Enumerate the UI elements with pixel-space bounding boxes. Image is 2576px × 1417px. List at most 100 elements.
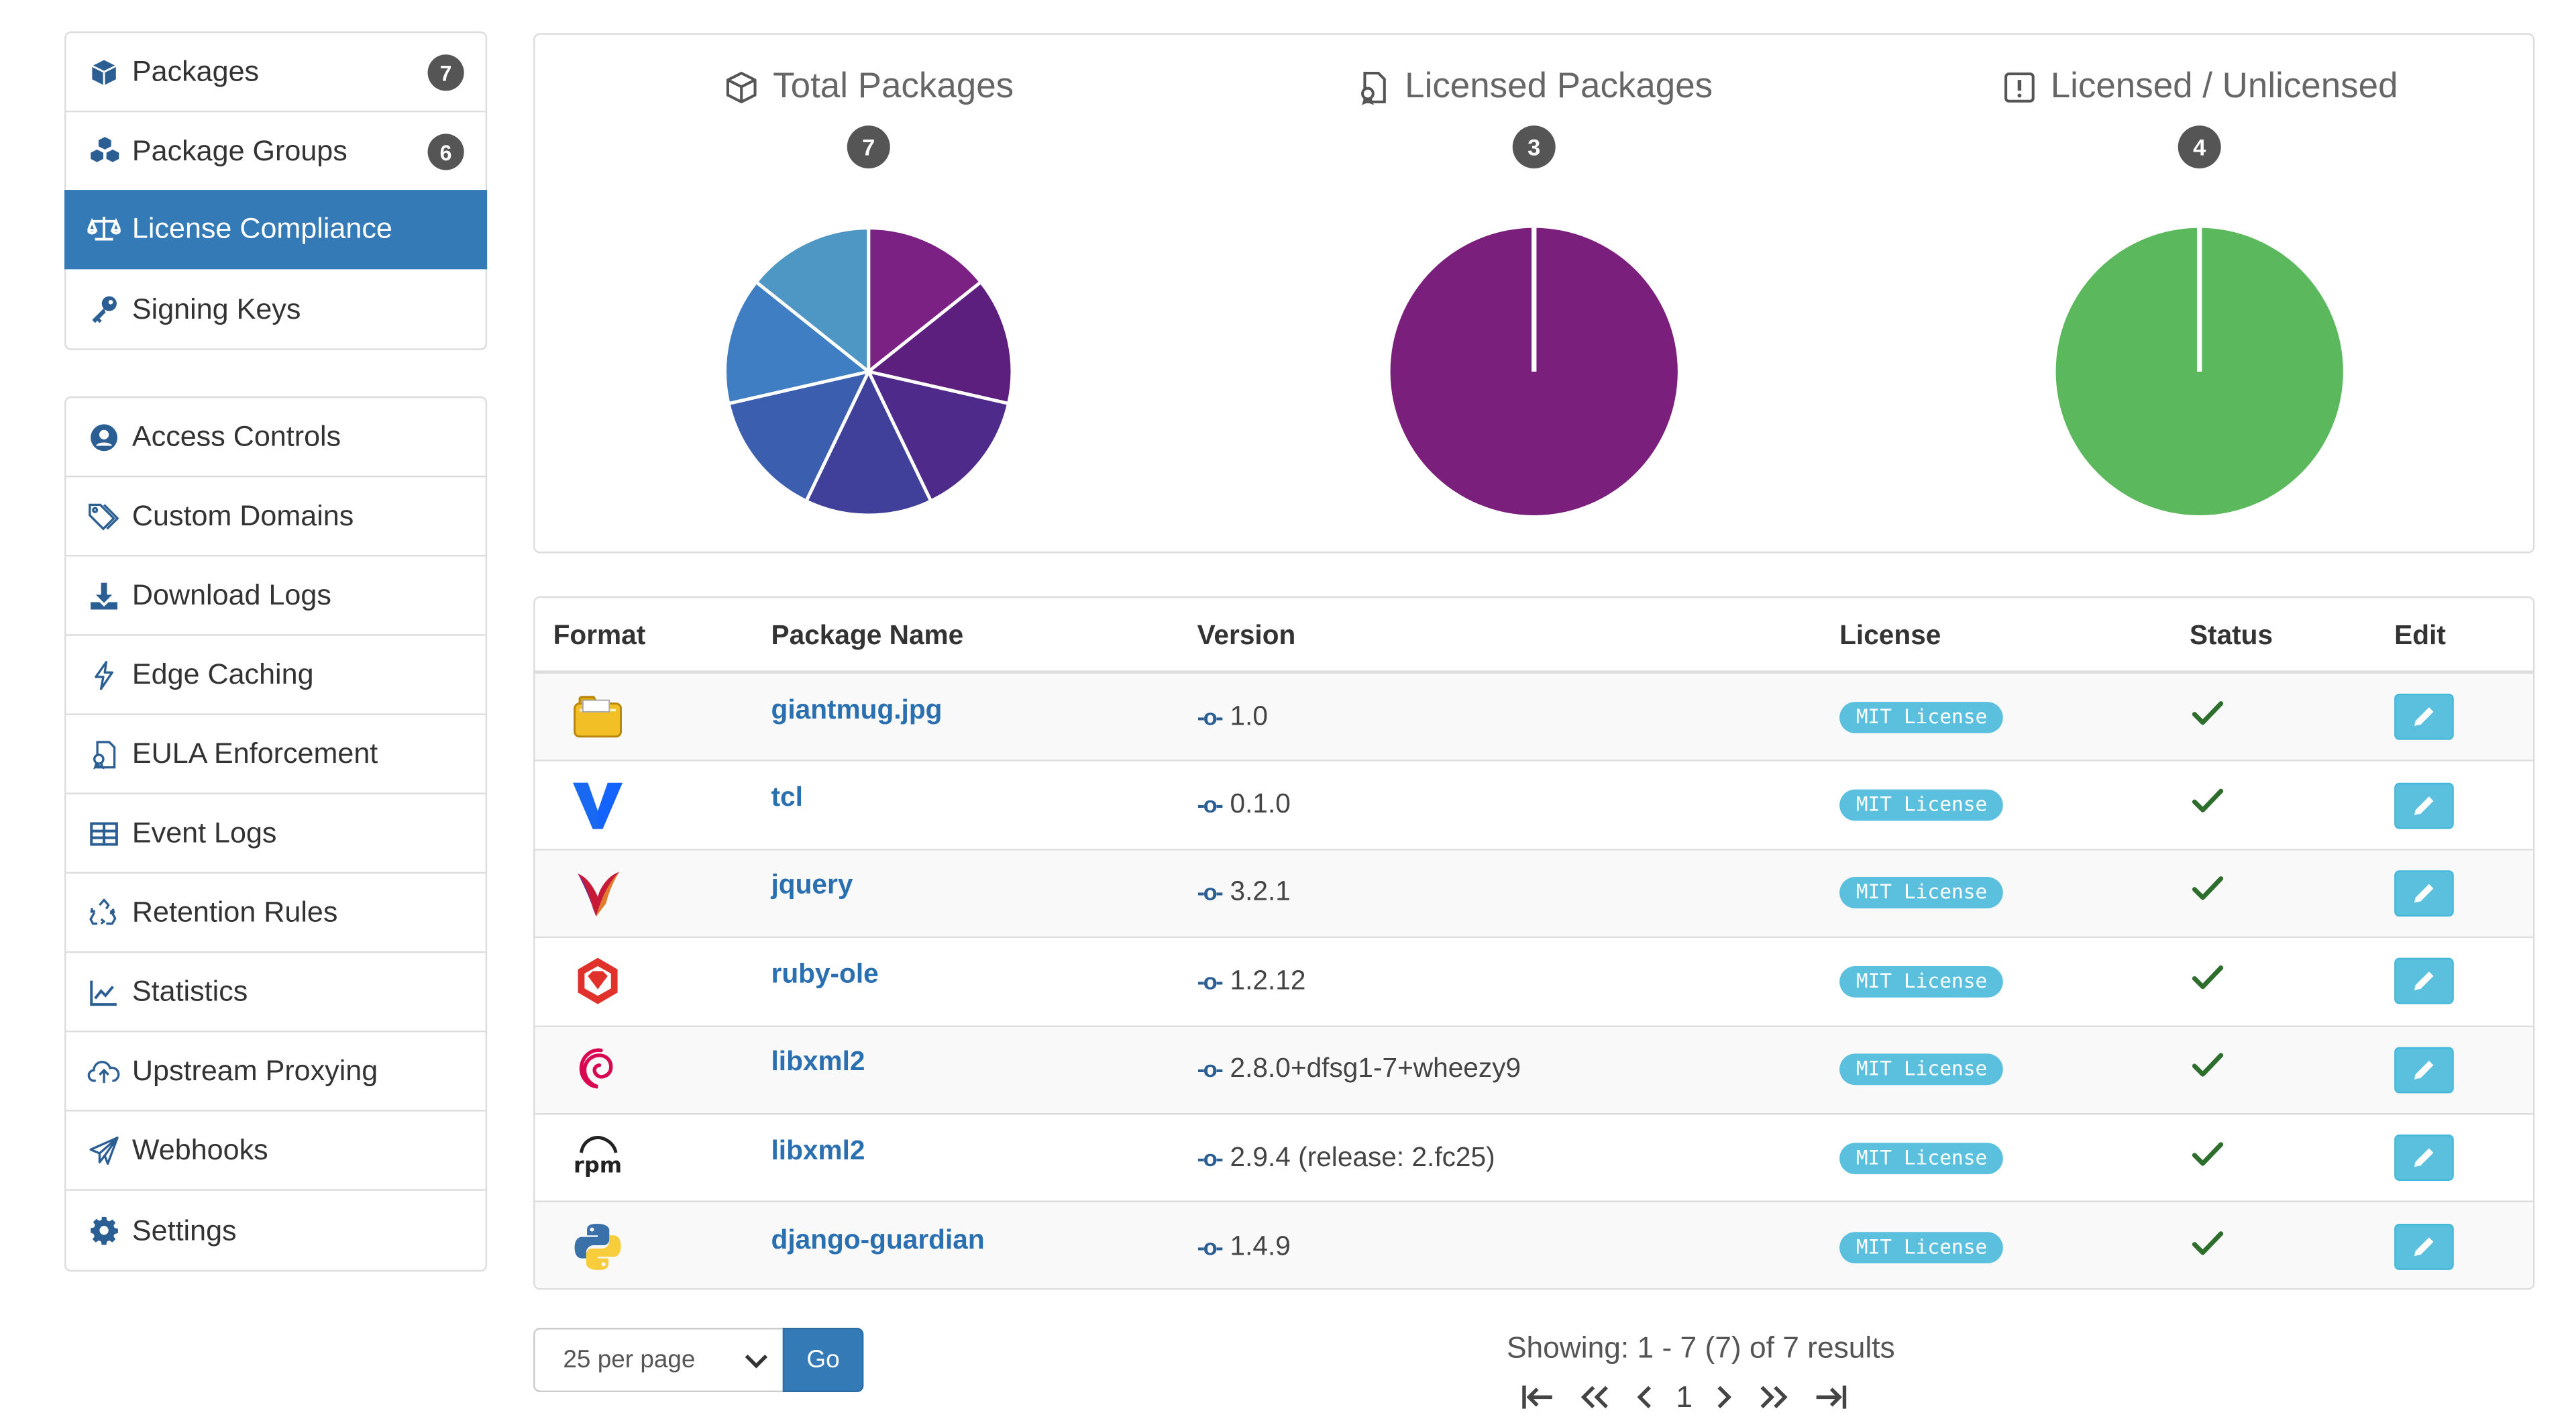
commit-icon: -o- bbox=[1197, 791, 1224, 818]
edit-button[interactable] bbox=[2394, 870, 2454, 917]
version-cell: -o- 1.4.9 bbox=[1197, 1231, 1291, 1263]
chart-title-text: Licensed Packages bbox=[1405, 66, 1713, 106]
sidebar-item-label: Packages bbox=[131, 54, 260, 88]
col-status: Status bbox=[2189, 621, 2273, 651]
version-cell: -o- 2.9.4 (release: 2.fc25) bbox=[1197, 1143, 1495, 1174]
edit-button[interactable] bbox=[2394, 1047, 2454, 1093]
version-text: 1.0 bbox=[1230, 701, 1269, 731]
sidebar-item-eula-enforcement[interactable]: EULA Enforcement bbox=[66, 715, 486, 794]
sidebar-item-label: Statistics bbox=[131, 974, 248, 1008]
sidebar-item-access-controls[interactable]: Access Controls bbox=[66, 398, 486, 478]
table-row: libxml2 -o- 2.8.0+dfsg1-7+wheezy9 MIT Licen… bbox=[535, 1027, 2533, 1115]
sidebar-item-label: Download Logs bbox=[131, 578, 331, 611]
per-page-select[interactable]: 25 per page bbox=[533, 1328, 785, 1393]
pie-slice bbox=[723, 279, 873, 406]
exclamation-square-icon bbox=[2001, 68, 2037, 105]
commit-icon: -o- bbox=[1197, 1055, 1224, 1082]
chevron-down-icon bbox=[743, 1348, 769, 1381]
count-badge: 4 bbox=[2178, 125, 2221, 169]
pencil-icon bbox=[2411, 1145, 2437, 1171]
commit-icon: -o- bbox=[1197, 879, 1224, 906]
pencil-icon bbox=[2411, 792, 2437, 818]
sidebar-item-event-logs[interactable]: Event Logs bbox=[66, 794, 486, 874]
package-name-link[interactable]: django-guardian bbox=[771, 1224, 985, 1255]
pie-slice bbox=[727, 369, 872, 504]
sidebar-nav-primary: Packages 7 Package Groups 6 License Complian… bbox=[64, 31, 488, 350]
sidebar-item-label: Event Logs bbox=[131, 815, 277, 849]
chart-title: Licensed Packages bbox=[1287, 66, 1782, 107]
pagination: 1 bbox=[1519, 1379, 1849, 1415]
sidebar-item-packages[interactable]: Packages 7 bbox=[66, 33, 486, 113]
license-charts-panel: Total Packages 7 Licensed Packages 3 Lic… bbox=[533, 33, 2535, 554]
sidebar-item-webhooks[interactable]: Webhooks bbox=[66, 1112, 486, 1191]
sidebar-item-retention-rules[interactable]: Retention Rules bbox=[66, 874, 486, 953]
first-page-icon[interactable] bbox=[1519, 1381, 1556, 1414]
version-cell: -o- 2.8.0+dfsg1-7+wheezy9 bbox=[1197, 1054, 1521, 1086]
check-icon bbox=[2191, 963, 2224, 1001]
pencil-icon bbox=[2411, 968, 2437, 994]
table-row: giantmug.jpg -o- 1.0 MIT License bbox=[535, 674, 2533, 762]
sidebar-item-package-groups[interactable]: Package Groups 6 bbox=[66, 112, 486, 192]
current-page[interactable]: 1 bbox=[1676, 1379, 1693, 1413]
sidebar-item-label: Retention Rules bbox=[131, 895, 338, 929]
license-badge: MIT License bbox=[1839, 965, 2004, 998]
total-packages-pie bbox=[723, 226, 1014, 517]
col-version: Version bbox=[1197, 621, 1296, 651]
sidebar-item-license-compliance[interactable]: License Compliance bbox=[64, 190, 488, 270]
svg-text:rpm: rpm bbox=[574, 1153, 622, 1178]
count-badge: 6 bbox=[427, 134, 464, 170]
chart-licensed-unlicensed: Licensed / Unlicensed 4 bbox=[1951, 35, 2447, 169]
package-name-link[interactable]: jquery bbox=[771, 871, 853, 901]
chart-title: Total Packages bbox=[621, 66, 1116, 107]
package-name-link[interactable]: giantmug.jpg bbox=[771, 694, 943, 725]
edit-button[interactable] bbox=[2394, 958, 2454, 1005]
sidebar-item-edge-caching[interactable]: Edge Caching bbox=[66, 636, 486, 715]
col-format: Format bbox=[553, 621, 646, 651]
sidebar-item-download-logs[interactable]: Download Logs bbox=[66, 557, 486, 636]
table-row: ruby-ole -o- 1.2.12 MIT License bbox=[535, 938, 2533, 1027]
sidebar-item-label: Webhooks bbox=[131, 1133, 268, 1166]
table-row: django-guardian -o- 1.4.9 MIT License bbox=[535, 1202, 2533, 1288]
cubes-icon bbox=[87, 135, 120, 168]
chart-total-packages: Total Packages 7 bbox=[621, 35, 1116, 169]
file-contract-icon bbox=[87, 737, 120, 770]
maven-icon bbox=[570, 865, 626, 922]
edit-button[interactable] bbox=[2394, 1224, 2454, 1271]
package-name-link[interactable]: libxml2 bbox=[771, 1135, 865, 1166]
edit-button[interactable] bbox=[2394, 694, 2454, 741]
double-chevron-right-icon[interactable] bbox=[1756, 1381, 1792, 1414]
cube-icon bbox=[87, 55, 120, 88]
package-name-link[interactable]: libxml2 bbox=[771, 1047, 865, 1078]
sidebar-item-settings[interactable]: Settings bbox=[66, 1191, 485, 1270]
edit-button[interactable] bbox=[2394, 782, 2454, 829]
version-cell: -o- 1.0 bbox=[1197, 701, 1268, 733]
license-badge: MIT License bbox=[1839, 1142, 2004, 1174]
sidebar-item-label: EULA Enforcement bbox=[131, 736, 378, 770]
check-icon bbox=[2191, 1228, 2224, 1266]
version-text: 1.4.9 bbox=[1230, 1231, 1291, 1261]
sidebar-item-signing-keys[interactable]: Signing Keys bbox=[66, 269, 485, 348]
chevron-left-icon[interactable] bbox=[1635, 1381, 1655, 1414]
double-chevron-left-icon[interactable] bbox=[1577, 1381, 1613, 1414]
package-name-link[interactable]: tcl bbox=[771, 782, 803, 813]
pie-slice bbox=[804, 368, 933, 517]
chart-title: Licensed / Unlicensed bbox=[1951, 66, 2447, 107]
last-page-icon[interactable] bbox=[1813, 1381, 1849, 1414]
sidebar-item-statistics[interactable]: Statistics bbox=[66, 953, 486, 1033]
package-name-link[interactable]: ruby-ole bbox=[771, 959, 879, 990]
chart-title-text: Total Packages bbox=[773, 66, 1014, 106]
edit-button[interactable] bbox=[2394, 1135, 2454, 1182]
check-icon bbox=[2191, 1139, 2224, 1177]
count-badge: 7 bbox=[847, 125, 890, 169]
sidebar-item-custom-domains[interactable]: Custom Domains bbox=[66, 477, 486, 557]
key-icon bbox=[87, 293, 120, 325]
pencil-icon bbox=[2411, 1057, 2437, 1083]
bolt-icon bbox=[87, 658, 120, 691]
chevron-right-icon[interactable] bbox=[1714, 1381, 1734, 1414]
pie-slice bbox=[753, 226, 871, 375]
recycle-icon bbox=[87, 896, 120, 929]
sidebar-item-upstream-proxying[interactable]: Upstream Proxying bbox=[66, 1032, 486, 1112]
go-button[interactable]: Go bbox=[782, 1328, 864, 1393]
license-badge: MIT License bbox=[1839, 1054, 2004, 1086]
